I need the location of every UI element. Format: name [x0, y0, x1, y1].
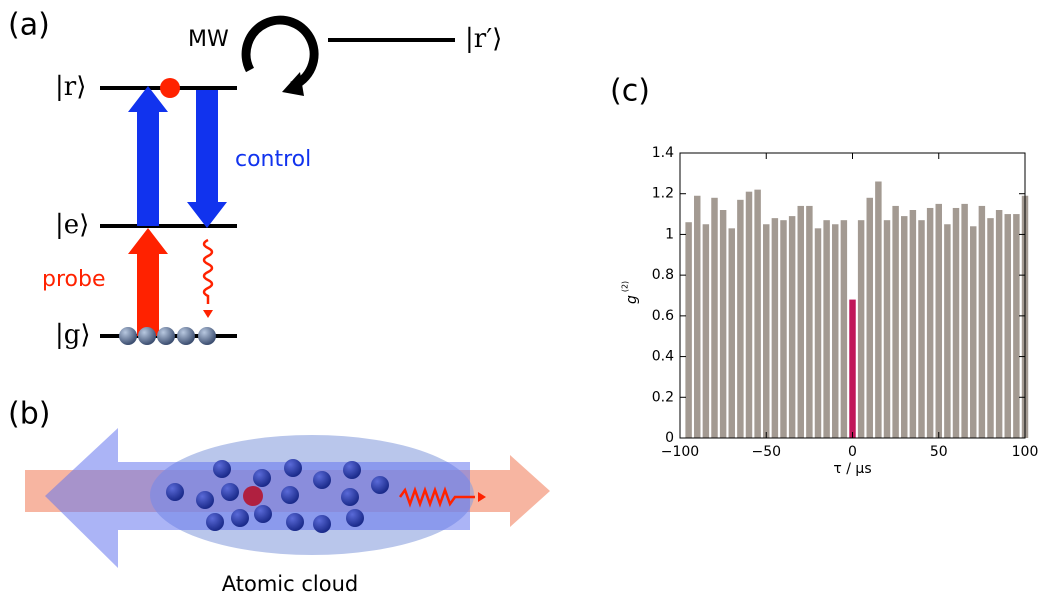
- y-tick-label: 0.8: [652, 267, 674, 283]
- bar: [901, 216, 907, 438]
- bar: [763, 224, 769, 438]
- bar: [694, 196, 700, 438]
- mw-label: MW: [188, 27, 229, 52]
- bar: [798, 206, 804, 438]
- bar: [979, 206, 985, 438]
- x-tick-label: 100: [1012, 444, 1039, 460]
- y-axis-label: g (2): [621, 281, 641, 304]
- x-tick-label: 0: [848, 444, 857, 460]
- bar: [910, 210, 916, 438]
- bar: [711, 198, 717, 438]
- y-tick-label: 1: [665, 226, 674, 242]
- bar: [961, 204, 967, 438]
- x-tick-label: −100: [661, 444, 699, 460]
- excitation: [160, 78, 180, 98]
- bar: [892, 206, 898, 438]
- bar: [970, 226, 976, 438]
- bar: [823, 220, 829, 438]
- bar: [875, 182, 881, 439]
- atoms: [119, 327, 216, 345]
- bar: [944, 224, 950, 438]
- bar: [789, 216, 795, 438]
- bar: [780, 220, 786, 438]
- figure: (a) |r⟩ |e⟩ |g⟩ |r′⟩ MW control probe (b…: [0, 0, 1047, 598]
- bar: [772, 218, 778, 438]
- excitation: [243, 486, 263, 506]
- bar: [884, 220, 890, 438]
- bar: [918, 220, 924, 438]
- y-axis-label-sup: (2): [621, 281, 630, 292]
- level-label: |e⟩: [55, 210, 89, 240]
- bar: [1005, 214, 1011, 438]
- control-down: [187, 90, 227, 228]
- y-tick-label: 1.4: [652, 145, 674, 161]
- bar: [1013, 214, 1019, 438]
- bar: [849, 300, 855, 438]
- bar: [806, 206, 812, 438]
- probe-arrow: [128, 228, 168, 336]
- emission-head: [203, 310, 213, 318]
- y-tick-label: 0.2: [652, 389, 674, 405]
- level-label: |g⟩: [55, 320, 91, 350]
- probe-label: probe: [42, 267, 106, 292]
- bar: [867, 198, 873, 438]
- x-tick-label: −50: [751, 444, 781, 460]
- control-label: control: [235, 147, 311, 172]
- bar: [703, 224, 709, 438]
- bar: [927, 208, 933, 438]
- panel-label: (b): [8, 397, 50, 432]
- bar: [841, 220, 847, 438]
- bar: [832, 224, 838, 438]
- bar: [858, 220, 864, 438]
- y-axis-label-main: g: [624, 295, 640, 304]
- bar: [936, 204, 942, 438]
- control-up: [128, 86, 168, 226]
- bar: [729, 228, 735, 438]
- bar: [953, 208, 959, 438]
- x-axis-label: τ / µs: [833, 461, 871, 477]
- level-label: |r⟩: [55, 72, 86, 102]
- bar: [754, 190, 760, 438]
- x-tick-label: 50: [930, 444, 948, 460]
- bar: [987, 218, 993, 438]
- mw-loop: [246, 20, 314, 86]
- level-label: |r′⟩: [465, 24, 502, 54]
- y-tick-label: 0.4: [652, 349, 674, 365]
- panel-label: (a): [8, 8, 50, 43]
- bar: [746, 192, 752, 438]
- bar: [815, 228, 821, 438]
- emission: [204, 240, 212, 304]
- bar: [737, 200, 743, 438]
- bar: [685, 222, 691, 438]
- y-tick-label: 1.2: [652, 186, 674, 202]
- panel-label: (c): [610, 74, 650, 109]
- bar: [720, 210, 726, 438]
- y-tick-label: 0.6: [652, 308, 674, 324]
- cloud-caption: Atomic cloud: [222, 572, 358, 596]
- bar: [996, 210, 1002, 438]
